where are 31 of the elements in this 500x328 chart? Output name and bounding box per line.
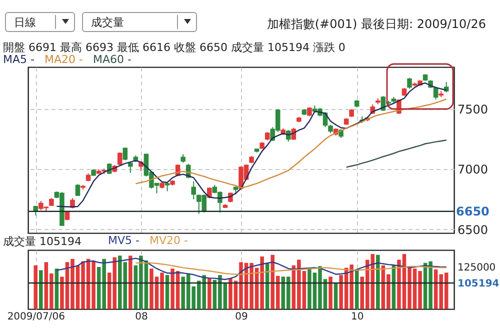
line-series bbox=[135, 262, 447, 275]
line-series bbox=[346, 140, 447, 168]
x-tick-label: 09 bbox=[235, 312, 248, 322]
y-tick-label: 7000 bbox=[458, 162, 488, 177]
y-tick-label: 105194 bbox=[458, 278, 500, 290]
dropdown: 日線 bbox=[5, 12, 75, 32]
candlestick bbox=[433, 86, 438, 100]
series-label: MV20 - bbox=[149, 234, 188, 247]
y-tick-label: 125000 bbox=[458, 262, 496, 274]
x-tick-label: 08 bbox=[135, 312, 148, 322]
ref-line-label: 6650 bbox=[456, 204, 490, 218]
candlestick bbox=[444, 82, 449, 93]
candlestick bbox=[191, 180, 196, 200]
chart-subtitle: 開盤 6691 最高 6693 最低 6616 收盤 6650 成交量 105194 漲跌 0 bbox=[3, 40, 346, 54]
candlestick bbox=[128, 162, 133, 174]
chart-title: 成交量 105194 bbox=[3, 234, 82, 249]
candlestick bbox=[407, 77, 412, 90]
series-label: MV5 - bbox=[108, 234, 140, 247]
x-tick-label: 2009/07/06 bbox=[7, 312, 65, 322]
x-tick-label: 10 bbox=[350, 312, 364, 322]
line-series bbox=[135, 98, 447, 188]
chart-title: 加權指數(#001) 最後日期: 2009/10/26 bbox=[266, 16, 486, 33]
dropdown: 成交量 bbox=[82, 12, 197, 32]
y-tick-label: 6500 bbox=[458, 222, 488, 237]
candlestick bbox=[122, 147, 128, 161]
y-tick-label: 7500 bbox=[458, 102, 488, 117]
text: MA60 - bbox=[92, 53, 132, 66]
text: MA20 - bbox=[44, 53, 83, 66]
text: MA5 - bbox=[3, 53, 34, 66]
line-series bbox=[56, 258, 447, 280]
candlestick bbox=[118, 152, 122, 166]
